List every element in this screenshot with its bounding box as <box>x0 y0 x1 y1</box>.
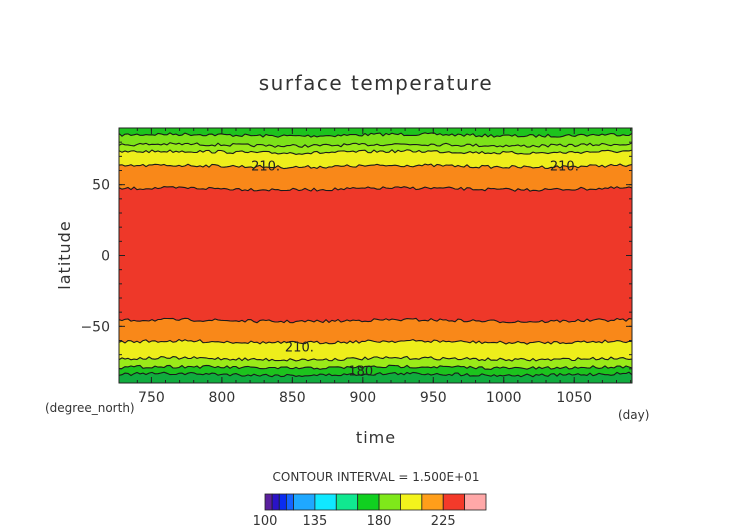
colorbar-swatch-10 <box>421 493 444 511</box>
y-tick-label-0: 50 <box>92 178 110 194</box>
x-tick-label-0: 750 <box>138 390 165 406</box>
x-tick-label-6: 1050 <box>556 390 592 406</box>
colorbar-swatch-7 <box>357 493 380 511</box>
colorbar-swatch-6 <box>335 493 359 511</box>
colorbar-swatch-3 <box>285 493 294 511</box>
x-axis-label: time <box>356 428 396 447</box>
x-tick-label-1: 800 <box>209 390 236 406</box>
contour-line-1 <box>118 142 633 148</box>
colorbar-tick-label-2: 180 <box>367 514 392 529</box>
y-axis: 50 0 −50 <box>80 141 632 370</box>
band-6 <box>119 318 632 345</box>
band-4 <box>119 164 632 192</box>
band-5 <box>119 186 632 323</box>
y-axis-unit: (degree_north) <box>45 401 135 415</box>
contour-line-4 <box>118 186 633 192</box>
y-axis-label: latitude <box>55 220 74 289</box>
colorbar-swatch-9 <box>400 493 423 511</box>
chart-title: surface temperature <box>259 71 494 95</box>
contour-line-3 <box>118 163 633 170</box>
colorbar-swatch-1 <box>271 493 280 511</box>
colorbar-swatch-2 <box>278 493 287 511</box>
contour-interval-note: CONTOUR INTERVAL = 1.500E+01 <box>273 470 480 484</box>
contour-line-6 <box>118 338 633 345</box>
contour-label-1: 210. <box>550 159 579 174</box>
x-tick-label-5: 1000 <box>486 390 522 406</box>
contour-label-3: 180. <box>348 365 377 380</box>
colorbar-swatch-5 <box>314 493 337 511</box>
colorbar-swatch-11 <box>442 493 466 511</box>
colorbar-ticks: 100 135 180 225 <box>253 514 456 529</box>
contour-line-2 <box>118 149 633 155</box>
contour-line-0 <box>118 132 633 138</box>
colorbar <box>264 493 487 511</box>
band-7 <box>119 339 632 361</box>
x-tick-label-4: 950 <box>420 390 447 406</box>
x-tick-label-2: 850 <box>279 390 306 406</box>
colorbar-swatch-12 <box>464 493 487 511</box>
colorbar-tick-label-1: 135 <box>302 514 327 529</box>
plot-area: 210. 210. 210. 180. <box>118 127 633 384</box>
colorbar-swatch-8 <box>378 493 401 511</box>
x-tick-label-3: 900 <box>349 390 376 406</box>
y-tick-label-2: −50 <box>80 319 110 335</box>
colorbar-tick-label-3: 225 <box>431 514 456 529</box>
contour-label-0: 210. <box>251 159 280 174</box>
contour-line-9 <box>118 371 633 378</box>
y-tick-label-1: 0 <box>101 249 110 265</box>
contour-line-8 <box>118 364 633 370</box>
band-9 <box>119 365 632 377</box>
contour-line-7 <box>118 355 633 362</box>
x-axis-unit: (day) <box>618 408 649 422</box>
band-3 <box>119 149 632 169</box>
contour-label-2: 210. <box>285 341 314 356</box>
contour-line-5 <box>118 317 633 324</box>
colorbar-tick-label-0: 100 <box>253 514 278 529</box>
colorbar-swatch-0 <box>264 493 273 511</box>
colorbar-swatch-4 <box>293 493 316 511</box>
x-axis: 750 800 850 900 950 1000 1050 <box>136 128 632 406</box>
